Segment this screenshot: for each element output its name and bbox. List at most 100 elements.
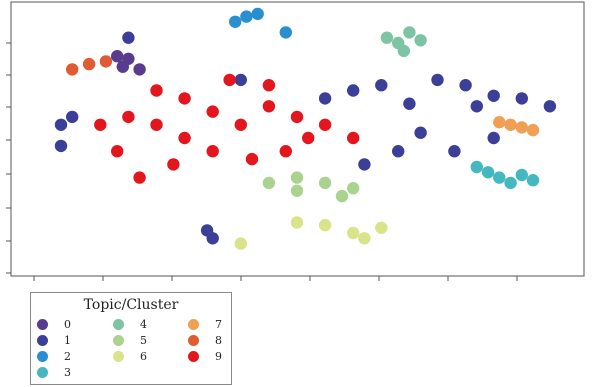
legend-swatch-3: [37, 366, 48, 378]
scatter-point-cluster-4: [414, 34, 427, 47]
scatter-point-cluster-2: [229, 15, 242, 28]
scatter-point-cluster-1: [392, 145, 405, 158]
scatter-point-cluster-9: [223, 73, 236, 87]
scatter-point-cluster-9: [206, 105, 219, 118]
scatter-point-cluster-8: [66, 63, 79, 76]
legend-label-2: 2: [64, 349, 71, 363]
scatter-point-cluster-9: [178, 131, 191, 145]
legend-item-9: 9: [188, 349, 222, 363]
scatter-point-cluster-1: [347, 84, 360, 97]
scatter-point-cluster-1: [234, 73, 247, 87]
legend-swatch-1: [37, 334, 48, 346]
scatter-point-cluster-3: [504, 176, 517, 190]
scatter-point-cluster-1: [358, 158, 371, 171]
scatter-point-cluster-9: [262, 100, 276, 113]
scatter-point-cluster-6: [290, 216, 304, 229]
scatter-point-cluster-9: [94, 118, 107, 131]
scatter-point-cluster-9: [111, 145, 124, 158]
scatter-point-cluster-9: [318, 118, 332, 131]
legend-label-6: 6: [140, 349, 147, 363]
scatter-point-cluster-5: [335, 189, 349, 203]
scatter-points: [54, 7, 557, 250]
scatter-point-cluster-1: [414, 126, 427, 139]
scatter-point-cluster-6: [318, 218, 332, 232]
legend-item-2: 2: [37, 349, 71, 363]
scatter-point-cluster-9: [262, 79, 276, 92]
legend-label-9: 9: [215, 349, 222, 363]
scatter-point-cluster-9: [150, 84, 163, 97]
scatter-point-cluster-1: [487, 89, 500, 103]
legend-swatch-4: [113, 318, 124, 330]
scatter-point-cluster-7: [515, 121, 528, 134]
legend-swatch-8: [188, 334, 199, 346]
scatter-point-cluster-8: [82, 57, 96, 71]
legend-item-3: 3: [37, 365, 71, 379]
scatter-point-cluster-5: [318, 176, 332, 190]
legend-item-4: 4: [113, 317, 147, 331]
legend: Topic/Cluster 0 1 2 3 4 5 6 7 8 9: [30, 292, 232, 385]
scatter-point-cluster-6: [375, 221, 388, 234]
scatter-point-cluster-1: [487, 131, 500, 145]
legend-item-6: 6: [113, 349, 147, 363]
scatter-point-cluster-9: [290, 110, 304, 124]
scatter-point-cluster-0: [111, 50, 124, 63]
scatter-point-cluster-6: [234, 237, 247, 250]
x-axis-ticks: [33, 276, 518, 281]
scatter-point-cluster-3: [481, 166, 495, 179]
scatter-point-cluster-2: [279, 26, 292, 39]
scatter-point-cluster-1: [122, 31, 135, 44]
scatter-point-cluster-1: [515, 92, 528, 105]
scatter-point-cluster-9: [133, 171, 146, 184]
scatter-point-cluster-5: [290, 184, 304, 197]
scatter-point-cluster-5: [347, 182, 360, 195]
scatter-point-cluster-0: [133, 63, 146, 76]
scatter-point-cluster-6: [358, 232, 371, 245]
scatter-point-cluster-4: [403, 26, 416, 39]
scatter-point-cluster-3: [526, 174, 540, 187]
legend-label-1: 1: [64, 333, 71, 347]
scatter-point-cluster-1: [66, 110, 79, 124]
scatter-point-cluster-5: [262, 176, 276, 190]
scatter-point-cluster-8: [99, 55, 113, 68]
legend-swatch-6: [113, 350, 124, 362]
scatter-point-cluster-9: [234, 118, 247, 131]
scatter-point-cluster-1: [318, 92, 332, 105]
scatter-point-cluster-1: [543, 100, 557, 113]
scatter-point-cluster-7: [504, 118, 517, 131]
legend-item-1: 1: [37, 333, 71, 347]
legend-label-5: 5: [140, 333, 147, 347]
scatter-point-cluster-4: [397, 44, 410, 58]
scatter-point-cluster-1: [200, 224, 214, 237]
scatter-point-cluster-3: [515, 168, 528, 182]
scatter-point-cluster-5: [290, 171, 304, 184]
scatter-point-cluster-1: [403, 97, 416, 110]
scatter-point-cluster-1: [375, 79, 388, 92]
scatter-point-cluster-3: [493, 171, 506, 184]
legend-swatch-7: [188, 318, 199, 330]
legend-label-4: 4: [140, 317, 147, 331]
scatter-point-cluster-9: [302, 131, 315, 145]
legend-swatch-2: [37, 350, 48, 362]
scatter-point-cluster-9: [245, 152, 259, 166]
scatter-point-cluster-1: [459, 79, 472, 92]
scatter-point-cluster-0: [122, 52, 135, 65]
legend-label-0: 0: [64, 317, 71, 331]
legend-swatch-0: [37, 318, 48, 330]
scatter-point-cluster-4: [380, 31, 394, 44]
scatter-point-cluster-1: [431, 73, 444, 87]
scatter-point-cluster-3: [470, 160, 483, 174]
y-axis-ticks: [6, 42, 11, 274]
legend-swatch-9: [188, 350, 199, 362]
legend-swatch-5: [113, 334, 124, 346]
scatter-point-cluster-9: [279, 145, 292, 158]
tsne-scatter-plot: [6, 1, 585, 281]
scatter-point-cluster-1: [54, 139, 68, 153]
scatter-point-cluster-7: [493, 116, 506, 129]
legend-item-5: 5: [113, 333, 147, 347]
scatter-point-cluster-7: [526, 123, 540, 137]
scatter-point-cluster-1: [54, 118, 68, 131]
scatter-point-cluster-9: [122, 110, 135, 124]
scatter-point-cluster-1: [448, 145, 461, 158]
scatter-point-cluster-2: [251, 7, 264, 21]
legend-label-8: 8: [215, 333, 222, 347]
